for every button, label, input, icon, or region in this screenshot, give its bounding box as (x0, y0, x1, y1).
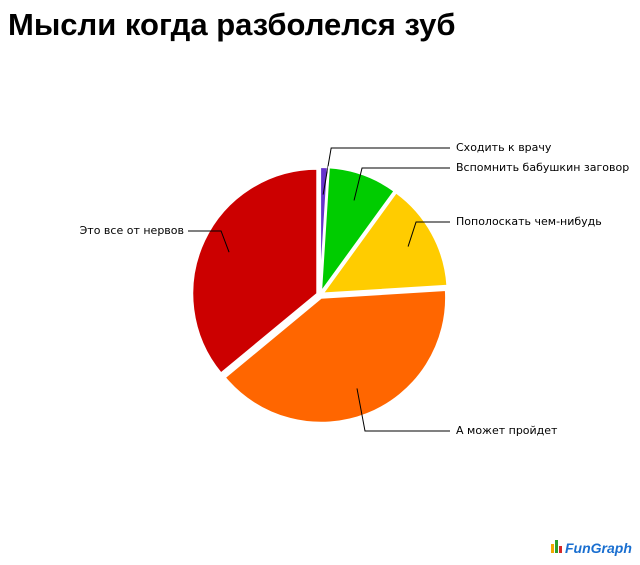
pie-slice (223, 288, 448, 424)
pie-slice (320, 191, 449, 295)
pie-slice (191, 167, 319, 375)
logo-text: FunGraph (565, 540, 632, 556)
slice-label: Это все от нервов (80, 224, 184, 237)
slice-label: Вспомнить бабушкин заговор (456, 161, 629, 174)
slice-label: А может пройдет (456, 424, 558, 437)
pie-slice (319, 166, 396, 296)
slice-label: Сходить к врачу (456, 141, 552, 154)
leader-line (353, 167, 450, 201)
leader-line (322, 147, 450, 195)
logo: FunGraph (551, 540, 632, 556)
leader-line (188, 230, 230, 253)
leader-line (356, 388, 450, 432)
leader-line (407, 221, 450, 247)
chart-title: Мысли когда разболелся зуб (8, 7, 456, 42)
slice-label: Пополоскать чем-нибудь (456, 215, 602, 228)
